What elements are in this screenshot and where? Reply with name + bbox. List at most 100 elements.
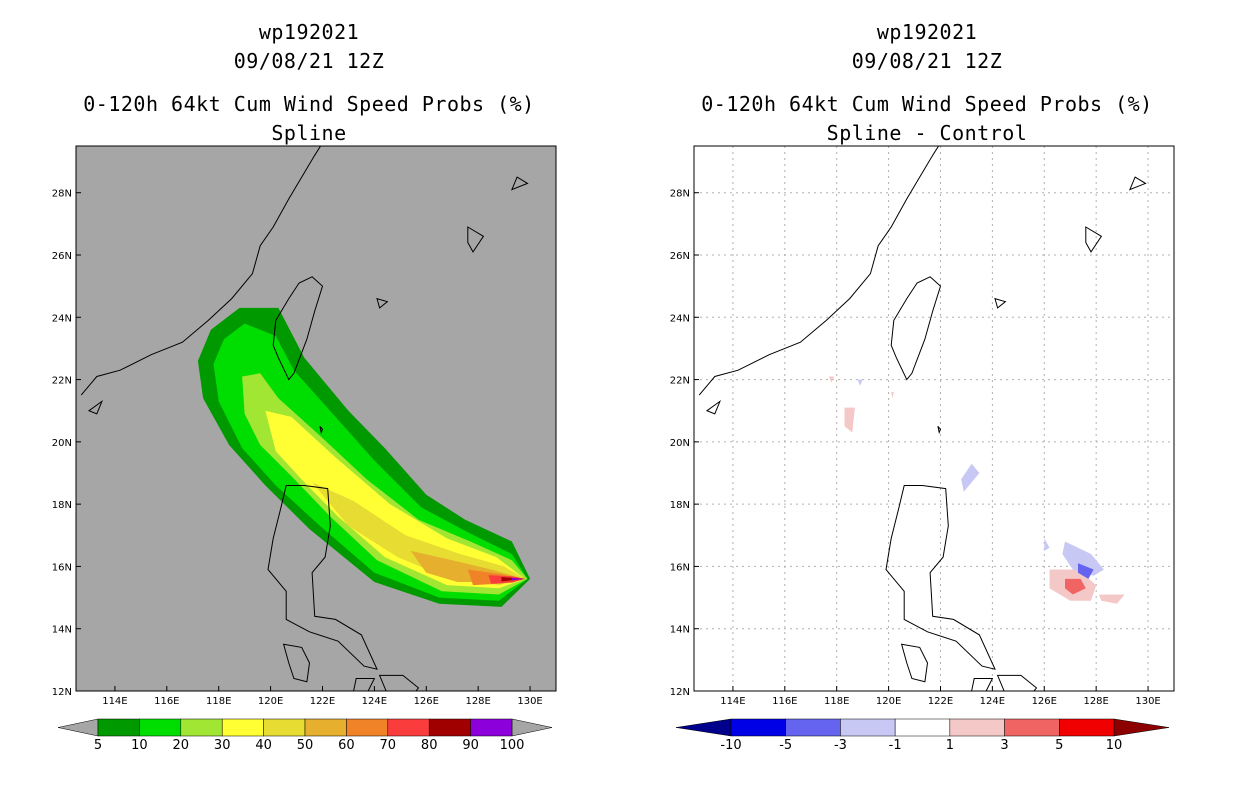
colorbar-swatch: [1004, 718, 1060, 737]
x-tick-label: 118E: [206, 696, 231, 707]
contour-level-3: [1065, 578, 1086, 595]
right-map-frame: [693, 145, 1175, 692]
colorbar-swatch: [180, 718, 223, 737]
left-title-line-3: 0-120h 64kt Cum Wind Speed Probs (%): [83, 92, 535, 116]
colorbar-swatch: [346, 718, 389, 737]
colorbar-label: 3: [1000, 738, 1008, 753]
contour-level-30: [265, 410, 525, 589]
colorbar-label: 5: [1055, 738, 1063, 753]
contour-level-90: [511, 578, 525, 581]
y-tick-label: 16N: [670, 562, 690, 573]
x-tick-label: 118E: [824, 696, 849, 707]
left-map-panel: 114E 116E 118E 120E 122E 124E 126E 128E 130E 12N 1…: [52, 145, 557, 707]
x-tick-label: 130E: [1135, 696, 1160, 707]
coastline-taiwan: [272, 276, 324, 381]
coastline-china: [698, 146, 940, 396]
colorbar-swatch: [97, 718, 140, 737]
colorbar-label: 10: [1106, 738, 1123, 753]
right-map-background: [694, 146, 1174, 691]
colorbar-under-triangle: [675, 718, 732, 737]
coastline-batanes: [319, 425, 324, 435]
right-title-line-4: Spline - Control: [826, 121, 1028, 145]
y-tick-label: 24N: [52, 313, 72, 324]
coastline-mindoro: [900, 643, 929, 683]
y-tick-label: 18N: [670, 500, 690, 511]
coastline-china: [80, 146, 322, 396]
coastline-ryukyu2: [510, 176, 529, 191]
colorbar-label: 30: [214, 738, 231, 753]
colorbar-label: 50: [297, 738, 314, 753]
colorbar-swatch: [263, 718, 306, 737]
right-title-line-2: 09/08/21 12Z: [851, 49, 1003, 73]
y-tick-label: 26N: [52, 251, 72, 262]
colorbar-swatch: [730, 718, 786, 737]
colorbar-over-triangle: [511, 718, 553, 737]
contour-level-40: [312, 482, 525, 586]
y-tick-label: 26N: [670, 251, 690, 262]
right-colorbar: -10 -5 -3 -1 1 3 5 10: [675, 718, 1170, 753]
contour-level-1: [844, 407, 855, 433]
y-tick-label: 28N: [52, 189, 72, 200]
x-tick-label: 124E: [980, 696, 1005, 707]
left-colorbar: 5 10 20 30 40 50 60 70 80 90 100: [57, 718, 553, 753]
x-tick-label: 114E: [102, 696, 127, 707]
colorbar-swatch: [139, 718, 182, 737]
x-tick-label: 128E: [465, 696, 490, 707]
x-tick-label: 116E: [772, 696, 797, 707]
colorbar-label: -10: [720, 738, 741, 753]
coastline-ryukyu2: [1128, 176, 1147, 191]
x-tick-label: 114E: [720, 696, 745, 707]
coastline-ryukyu1: [467, 226, 485, 253]
y-tick-label: 28N: [670, 189, 690, 200]
contour-level-1: [891, 392, 894, 399]
colorbar-swatch: [470, 718, 513, 737]
colorbar-label: 5: [94, 738, 102, 753]
colorbar-label: -3: [834, 738, 847, 753]
coastline-ryukyu3: [376, 297, 389, 309]
x-tick-label: 130E: [517, 696, 542, 707]
colorbar-swatch: [949, 718, 1005, 737]
colorbar-label: 60: [338, 738, 355, 753]
y-tick-label: 22N: [670, 376, 690, 387]
y-tick-label: 12N: [670, 687, 690, 698]
right-title-line-1: wp192021: [876, 20, 978, 44]
coastline-hainan: [87, 399, 104, 415]
contour-level-10: [213, 323, 528, 601]
colorbar-label: 10: [131, 738, 148, 753]
y-tick-label: 12N: [52, 687, 72, 698]
coastline-mindoro: [282, 643, 311, 683]
contour-level--1: [1044, 538, 1050, 551]
colorbar-under-triangle: [57, 718, 99, 737]
colorbar-swatch: [428, 718, 471, 737]
x-tick-label: 126E: [1032, 696, 1057, 707]
colorbar-label: 20: [173, 738, 190, 753]
coastline-ryukyu3: [994, 297, 1007, 309]
colorbar-swatch: [1059, 718, 1115, 737]
contour-level-1: [828, 376, 835, 383]
x-tick-label: 122E: [928, 696, 953, 707]
coastline-hainan: [705, 399, 722, 415]
right-map-panel: 114E 116E 118E 120E 122E 124E 126E 128E 130E 12N 1…: [670, 145, 1175, 707]
y-tick-label: 14N: [52, 625, 72, 636]
x-tick-label: 120E: [258, 696, 283, 707]
left-title-line-1: wp192021: [258, 20, 360, 44]
colorbar-label: -5: [779, 738, 792, 753]
colorbar-label: 100: [500, 738, 525, 753]
colorbar-over-triangle: [1113, 718, 1170, 737]
coastline-masbate: [971, 678, 994, 691]
colorbar-label: 80: [421, 738, 438, 753]
x-tick-label: 120E: [876, 696, 901, 707]
y-tick-label: 24N: [670, 313, 690, 324]
contour-level--1: [961, 463, 980, 492]
coastline-taiwan: [890, 276, 942, 381]
coastline-batanes: [937, 425, 942, 435]
right-title-line-3: 0-120h 64kt Cum Wind Speed Probs (%): [701, 92, 1153, 116]
colorbar-swatch: [785, 718, 841, 737]
coastline-luzon: [885, 485, 996, 670]
colorbar-label: 40: [255, 738, 272, 753]
x-tick-label: 126E: [414, 696, 439, 707]
y-tick-label: 16N: [52, 562, 72, 573]
contour-level-1: [1098, 594, 1125, 604]
y-tick-label: 22N: [52, 376, 72, 387]
y-tick-label: 14N: [670, 625, 690, 636]
